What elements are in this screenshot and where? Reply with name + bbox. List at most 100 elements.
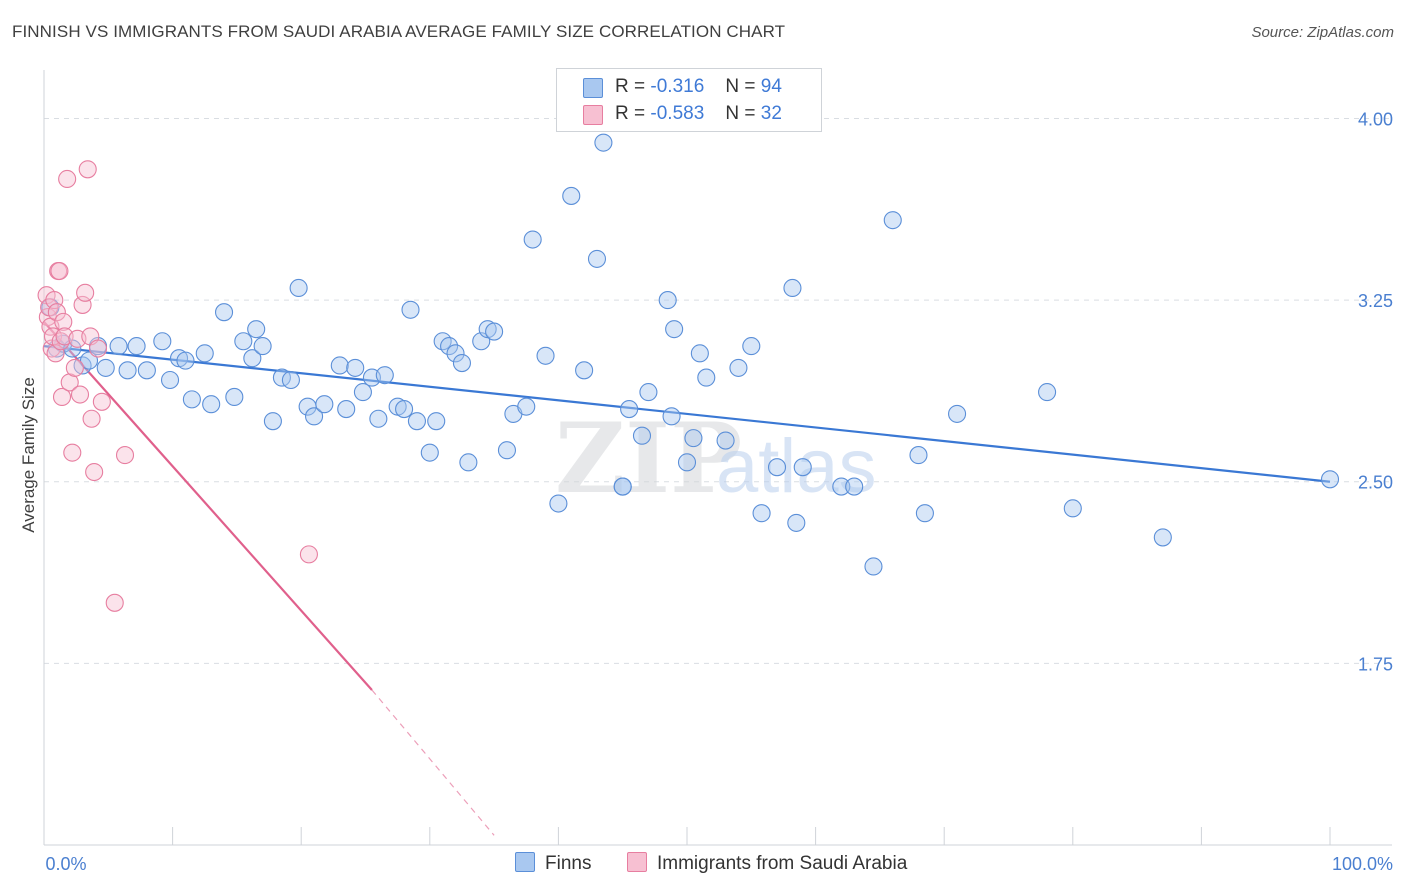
saudi-n-label: N = <box>725 103 756 124</box>
saudi-r-value: -0.583 <box>650 103 705 124</box>
saudi-point-28 <box>92 392 111 411</box>
trend-lines <box>43 321 1331 836</box>
finns-point-56 <box>523 230 542 249</box>
finns-point-47 <box>446 344 465 363</box>
finns-point-72 <box>690 344 709 363</box>
finns-point-76 <box>742 337 761 356</box>
y-tick-label-0: 1.75 <box>1358 654 1393 674</box>
finns-point-67 <box>658 291 677 310</box>
bottom-legend-saudi: Immigrants from Saudi Arabia <box>627 852 907 875</box>
finns-point-32 <box>330 356 349 375</box>
y-tick-label-1: 2.50 <box>1358 473 1393 493</box>
finns-point-33 <box>337 400 356 419</box>
finns-point-27 <box>281 370 300 390</box>
finns-point-78 <box>767 458 787 477</box>
finns-point-87 <box>1038 383 1057 402</box>
saudi-point-29 <box>105 593 124 612</box>
finns-point-88 <box>1063 499 1082 518</box>
finns-point-53 <box>497 441 517 460</box>
finns-point-55 <box>517 397 536 416</box>
finns-point-19 <box>214 303 234 322</box>
saudi-point-23 <box>78 160 97 179</box>
finns-point-31 <box>315 395 334 414</box>
finns-point-5 <box>79 351 99 370</box>
finns-point-71 <box>684 429 703 448</box>
saudi-point-8 <box>47 303 66 322</box>
finns-point-2 <box>54 334 73 353</box>
finns-point-20 <box>225 387 244 407</box>
finns-point-44 <box>427 412 446 431</box>
finns-point-61 <box>587 249 607 268</box>
stats-legend: R = -0.316 N = 94 R = -0.583 N = 32 <box>556 68 822 132</box>
finns-point-69 <box>662 407 681 426</box>
finns-point-10 <box>127 337 146 356</box>
gridlines <box>44 117 1392 664</box>
finns-point-24 <box>253 337 272 356</box>
finns-point-77 <box>752 504 771 523</box>
saudi-point-18 <box>65 358 84 377</box>
finns-point-15 <box>176 351 195 370</box>
finns-point-42 <box>407 412 426 431</box>
source-label: Source: ZipAtlas.com <box>1251 24 1394 41</box>
finns-point-34 <box>346 358 365 377</box>
finns-point-86 <box>948 404 967 423</box>
finns-point-16 <box>182 390 201 409</box>
watermark-atlas: atlas <box>716 424 877 509</box>
finns-point-35 <box>353 383 372 402</box>
finns-point-22 <box>243 349 262 368</box>
finns-point-84 <box>909 446 928 465</box>
saudi-point-27 <box>88 339 108 358</box>
y-tick-label-2: 3.25 <box>1358 291 1393 311</box>
finns-point-64 <box>620 400 639 419</box>
finns-point-30 <box>305 407 324 426</box>
finns-point-91 <box>613 477 632 496</box>
saudi-swatch <box>583 105 603 125</box>
finns-point-81 <box>832 477 851 496</box>
finns-point-52 <box>485 322 504 341</box>
finns-point-59 <box>562 186 581 205</box>
finns-n-value: 94 <box>760 76 782 97</box>
finns-point-17 <box>195 344 214 363</box>
finns-point-9 <box>118 361 137 380</box>
trend-line-0 <box>43 344 1331 483</box>
finns-point-46 <box>440 337 459 356</box>
finns-point-11 <box>137 361 156 380</box>
finns-point-25 <box>263 412 282 431</box>
saudi-point-15 <box>58 169 77 189</box>
saudi-point-26 <box>85 462 104 482</box>
finns-n-label: N = <box>725 76 756 97</box>
finns-r-value: -0.316 <box>650 76 705 97</box>
finns-point-23 <box>247 320 266 339</box>
finns-point-73 <box>697 368 716 387</box>
saudi-legend-swatch <box>627 852 647 872</box>
finns-legend-label: Finns <box>545 853 592 874</box>
saudi-point-31 <box>299 545 318 564</box>
finns-point-58 <box>549 494 568 513</box>
finns-legend-swatch <box>515 852 535 872</box>
finns-point-57 <box>536 346 555 365</box>
finns-r-label: R = <box>615 76 646 97</box>
finns-point-18 <box>202 395 221 414</box>
saudi-point-25 <box>82 409 101 428</box>
watermark-zip: ZIP <box>555 402 742 515</box>
finns-point-21 <box>234 332 253 351</box>
finns-point-92 <box>793 458 812 477</box>
finns-point-85 <box>915 504 934 523</box>
finns-point-90 <box>1320 470 1340 489</box>
saudi-n-value: 32 <box>760 103 782 124</box>
finns-point-70 <box>677 453 697 472</box>
saudi-point-12 <box>52 387 72 407</box>
finns-point-62 <box>594 133 613 152</box>
finns-point-38 <box>375 366 394 385</box>
finns-point-83 <box>883 211 902 230</box>
saudi-point-16 <box>60 373 79 392</box>
x-tick-label-1: 100.0% <box>1332 854 1393 874</box>
finns-point-74 <box>716 431 735 450</box>
y-tick-label-3: 4.00 <box>1358 109 1393 129</box>
finns-point-75 <box>729 358 748 377</box>
finns-point-66 <box>639 383 658 402</box>
saudi-point-17 <box>63 443 82 462</box>
saudi-point-13 <box>54 312 73 331</box>
x-tick-label-0: 0.0% <box>45 854 86 874</box>
